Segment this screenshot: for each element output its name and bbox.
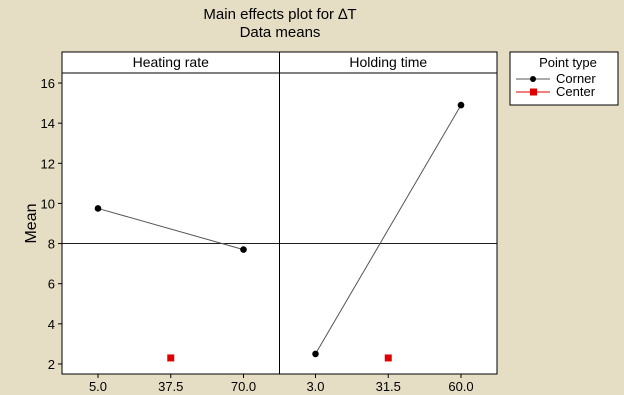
- series-line-corner: [97, 207, 244, 251]
- y-tick-label: 14: [41, 116, 55, 131]
- data-point-corner: [240, 246, 247, 253]
- y-tick-label: 4: [48, 317, 55, 332]
- series-line-corner: [315, 104, 462, 355]
- y-axis-label: Mean: [23, 203, 40, 243]
- y-tick-label: 10: [41, 196, 55, 211]
- data-point-center: [384, 354, 392, 362]
- y-tick-label: 12: [41, 156, 55, 171]
- chart-title: Main effects plot for ∆T: [203, 6, 356, 23]
- legend-label-center: Center: [556, 84, 596, 99]
- x-tick-label: 37.5: [158, 379, 183, 394]
- y-tick-label: 8: [48, 237, 55, 252]
- panel-label: Holding time: [349, 54, 427, 70]
- legend-label-corner: Corner: [556, 71, 596, 86]
- y-tick-label: 2: [48, 357, 55, 372]
- chart-subtitle: Data means: [240, 24, 321, 41]
- data-point-corner: [94, 205, 102, 212]
- data-point-corner: [312, 350, 319, 358]
- y-tick-label: 16: [41, 76, 55, 91]
- legend-marker-corner: [530, 76, 536, 82]
- data-point-corner: [457, 101, 465, 109]
- legend-marker-center: [530, 88, 537, 96]
- x-tick-label: 60.0: [448, 379, 473, 394]
- x-tick-label: 70.0: [231, 379, 256, 394]
- legend-title: Point type: [539, 55, 597, 70]
- data-point-center: [167, 354, 175, 362]
- panel-label: Heating rate: [133, 54, 209, 70]
- x-tick-label: 3.0: [306, 379, 324, 394]
- y-tick-label: 6: [48, 277, 55, 292]
- x-tick-label: 5.0: [89, 379, 107, 394]
- x-tick-label: 31.5: [376, 379, 401, 394]
